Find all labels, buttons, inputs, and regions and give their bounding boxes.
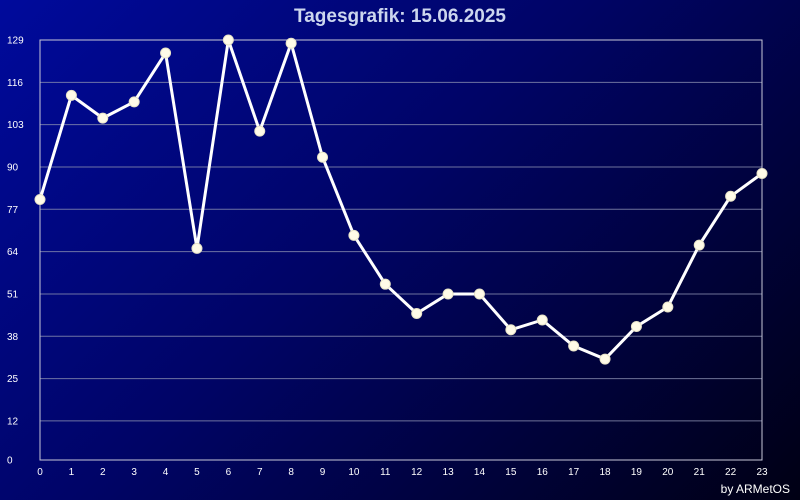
x-tick-label: 12 <box>411 467 423 478</box>
credit-text: by ARMetOS <box>720 482 790 496</box>
x-tick-label: 15 <box>505 467 517 478</box>
x-tick-label: 8 <box>288 467 294 478</box>
y-tick-label: 25 <box>7 374 19 385</box>
x-tick-label: 19 <box>631 467 643 478</box>
x-tick-label: 18 <box>599 467 611 478</box>
data-point <box>160 47 172 59</box>
data-point <box>442 288 454 300</box>
data-point <box>630 321 642 333</box>
data-point <box>254 125 266 137</box>
x-tick-label: 14 <box>474 467 486 478</box>
x-tick-label: 23 <box>756 467 768 478</box>
data-point <box>191 242 203 254</box>
x-tick-label: 17 <box>568 467 580 478</box>
data-point <box>473 288 485 300</box>
x-tick-label: 6 <box>226 467 232 478</box>
plot-frame <box>39 39 763 461</box>
x-tick-label: 4 <box>163 467 169 478</box>
x-tick-label: 22 <box>725 467 737 478</box>
data-point <box>725 190 737 202</box>
y-tick-label: 64 <box>7 247 19 258</box>
data-point <box>285 37 297 49</box>
x-tick-label: 9 <box>320 467 326 478</box>
x-tick-label: 3 <box>131 467 137 478</box>
x-tick-label: 5 <box>194 467 200 478</box>
x-tick-label: 0 <box>37 467 43 478</box>
y-tick-label: 51 <box>7 289 19 300</box>
data-point <box>411 307 423 319</box>
data-point <box>34 194 46 206</box>
y-tick-label: 129 <box>7 36 24 47</box>
y-tick-label: 38 <box>7 332 19 343</box>
x-tick-label: 21 <box>694 467 706 478</box>
x-tick-label: 1 <box>69 467 75 478</box>
data-point <box>693 239 705 251</box>
x-tick-label: 13 <box>443 467 455 478</box>
data-point <box>599 353 611 365</box>
data-point <box>65 89 77 101</box>
y-tick-label: 12 <box>7 416 19 427</box>
data-point <box>568 340 580 352</box>
x-tick-label: 7 <box>257 467 263 478</box>
data-point <box>756 167 768 179</box>
series-line <box>38 38 763 361</box>
x-tick-label: 20 <box>662 467 674 478</box>
y-tick-label: 90 <box>7 162 19 173</box>
data-point <box>128 96 140 108</box>
chart-title: Tagesgrafik: 15.06.2025 <box>294 6 506 27</box>
data-point <box>536 314 548 326</box>
x-tick-label: 10 <box>348 467 360 478</box>
data-point <box>317 151 329 163</box>
data-point <box>505 324 517 336</box>
data-point <box>222 34 234 46</box>
y-tick-label: 0 <box>7 456 13 467</box>
data-point <box>348 229 360 241</box>
y-tick-label: 77 <box>7 205 19 216</box>
y-tick-label: 103 <box>7 120 24 131</box>
data-point <box>97 112 109 124</box>
x-tick-label: 2 <box>100 467 106 478</box>
x-tick-label: 11 <box>380 467 391 478</box>
data-point <box>379 278 391 290</box>
data-point <box>662 301 674 313</box>
y-tick-label: 116 <box>7 78 23 89</box>
x-tick-label: 16 <box>537 467 549 478</box>
